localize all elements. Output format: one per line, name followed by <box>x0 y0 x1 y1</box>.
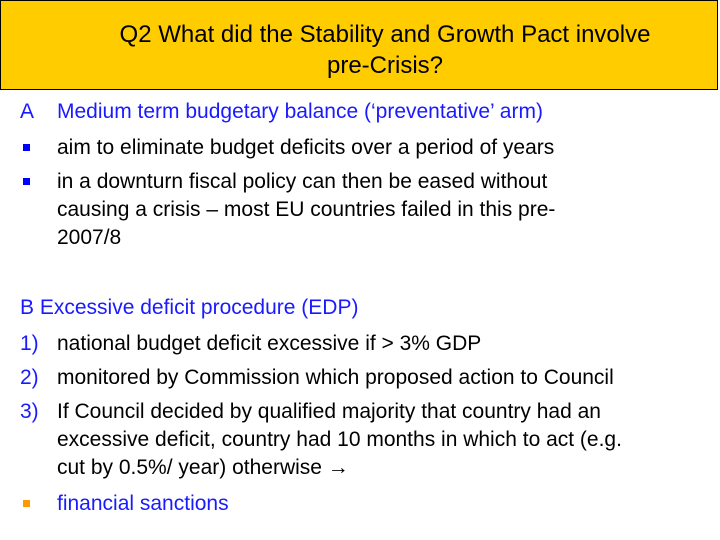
item-1-text: national budget deficit excessive if > 3… <box>57 332 482 355</box>
item-1-marker: 1) <box>20 332 39 355</box>
bullet-square-icon <box>23 144 30 151</box>
slide-title: Q2 What did the Stability and Growth Pac… <box>1 19 719 81</box>
title-line-1: Q2 What did the Stability and Growth Pac… <box>119 21 651 48</box>
item-3-text-line-2: excessive deficit, country had 10 months… <box>57 428 622 451</box>
section-a-bullet-2-line-1: in a downturn fiscal policy can then be … <box>57 170 548 193</box>
section-a-heading: Medium term budgetary balance (‘preventa… <box>57 100 543 123</box>
bullet-square-icon <box>23 500 30 507</box>
section-a-bullet-1: aim to eliminate budget deficits over a … <box>57 136 555 159</box>
item-2-marker: 2) <box>20 366 39 389</box>
title-banner: Q2 What did the Stability and Growth Pac… <box>0 0 718 90</box>
item-2-text: monitored by Commission which proposed a… <box>57 366 614 389</box>
section-a-bullet-2-line-2: causing a crisis – most EU countries fai… <box>57 198 556 221</box>
final-bullet-text: financial sanctions <box>57 492 229 515</box>
section-a-bullet-2-line-3: 2007/8 <box>57 226 122 249</box>
title-line-2: pre-Crisis? <box>326 52 443 79</box>
section-a-marker: A <box>20 100 35 123</box>
item-3-marker: 3) <box>20 400 39 423</box>
bullet-square-icon <box>23 178 30 185</box>
item-3-text-line-3: cut by 0.5%/ year) otherwise → <box>57 456 349 479</box>
item-3-text-line-1: If Council decided by qualified majority… <box>57 400 601 423</box>
section-b-heading: B Excessive deficit procedure (EDP) <box>20 296 359 319</box>
